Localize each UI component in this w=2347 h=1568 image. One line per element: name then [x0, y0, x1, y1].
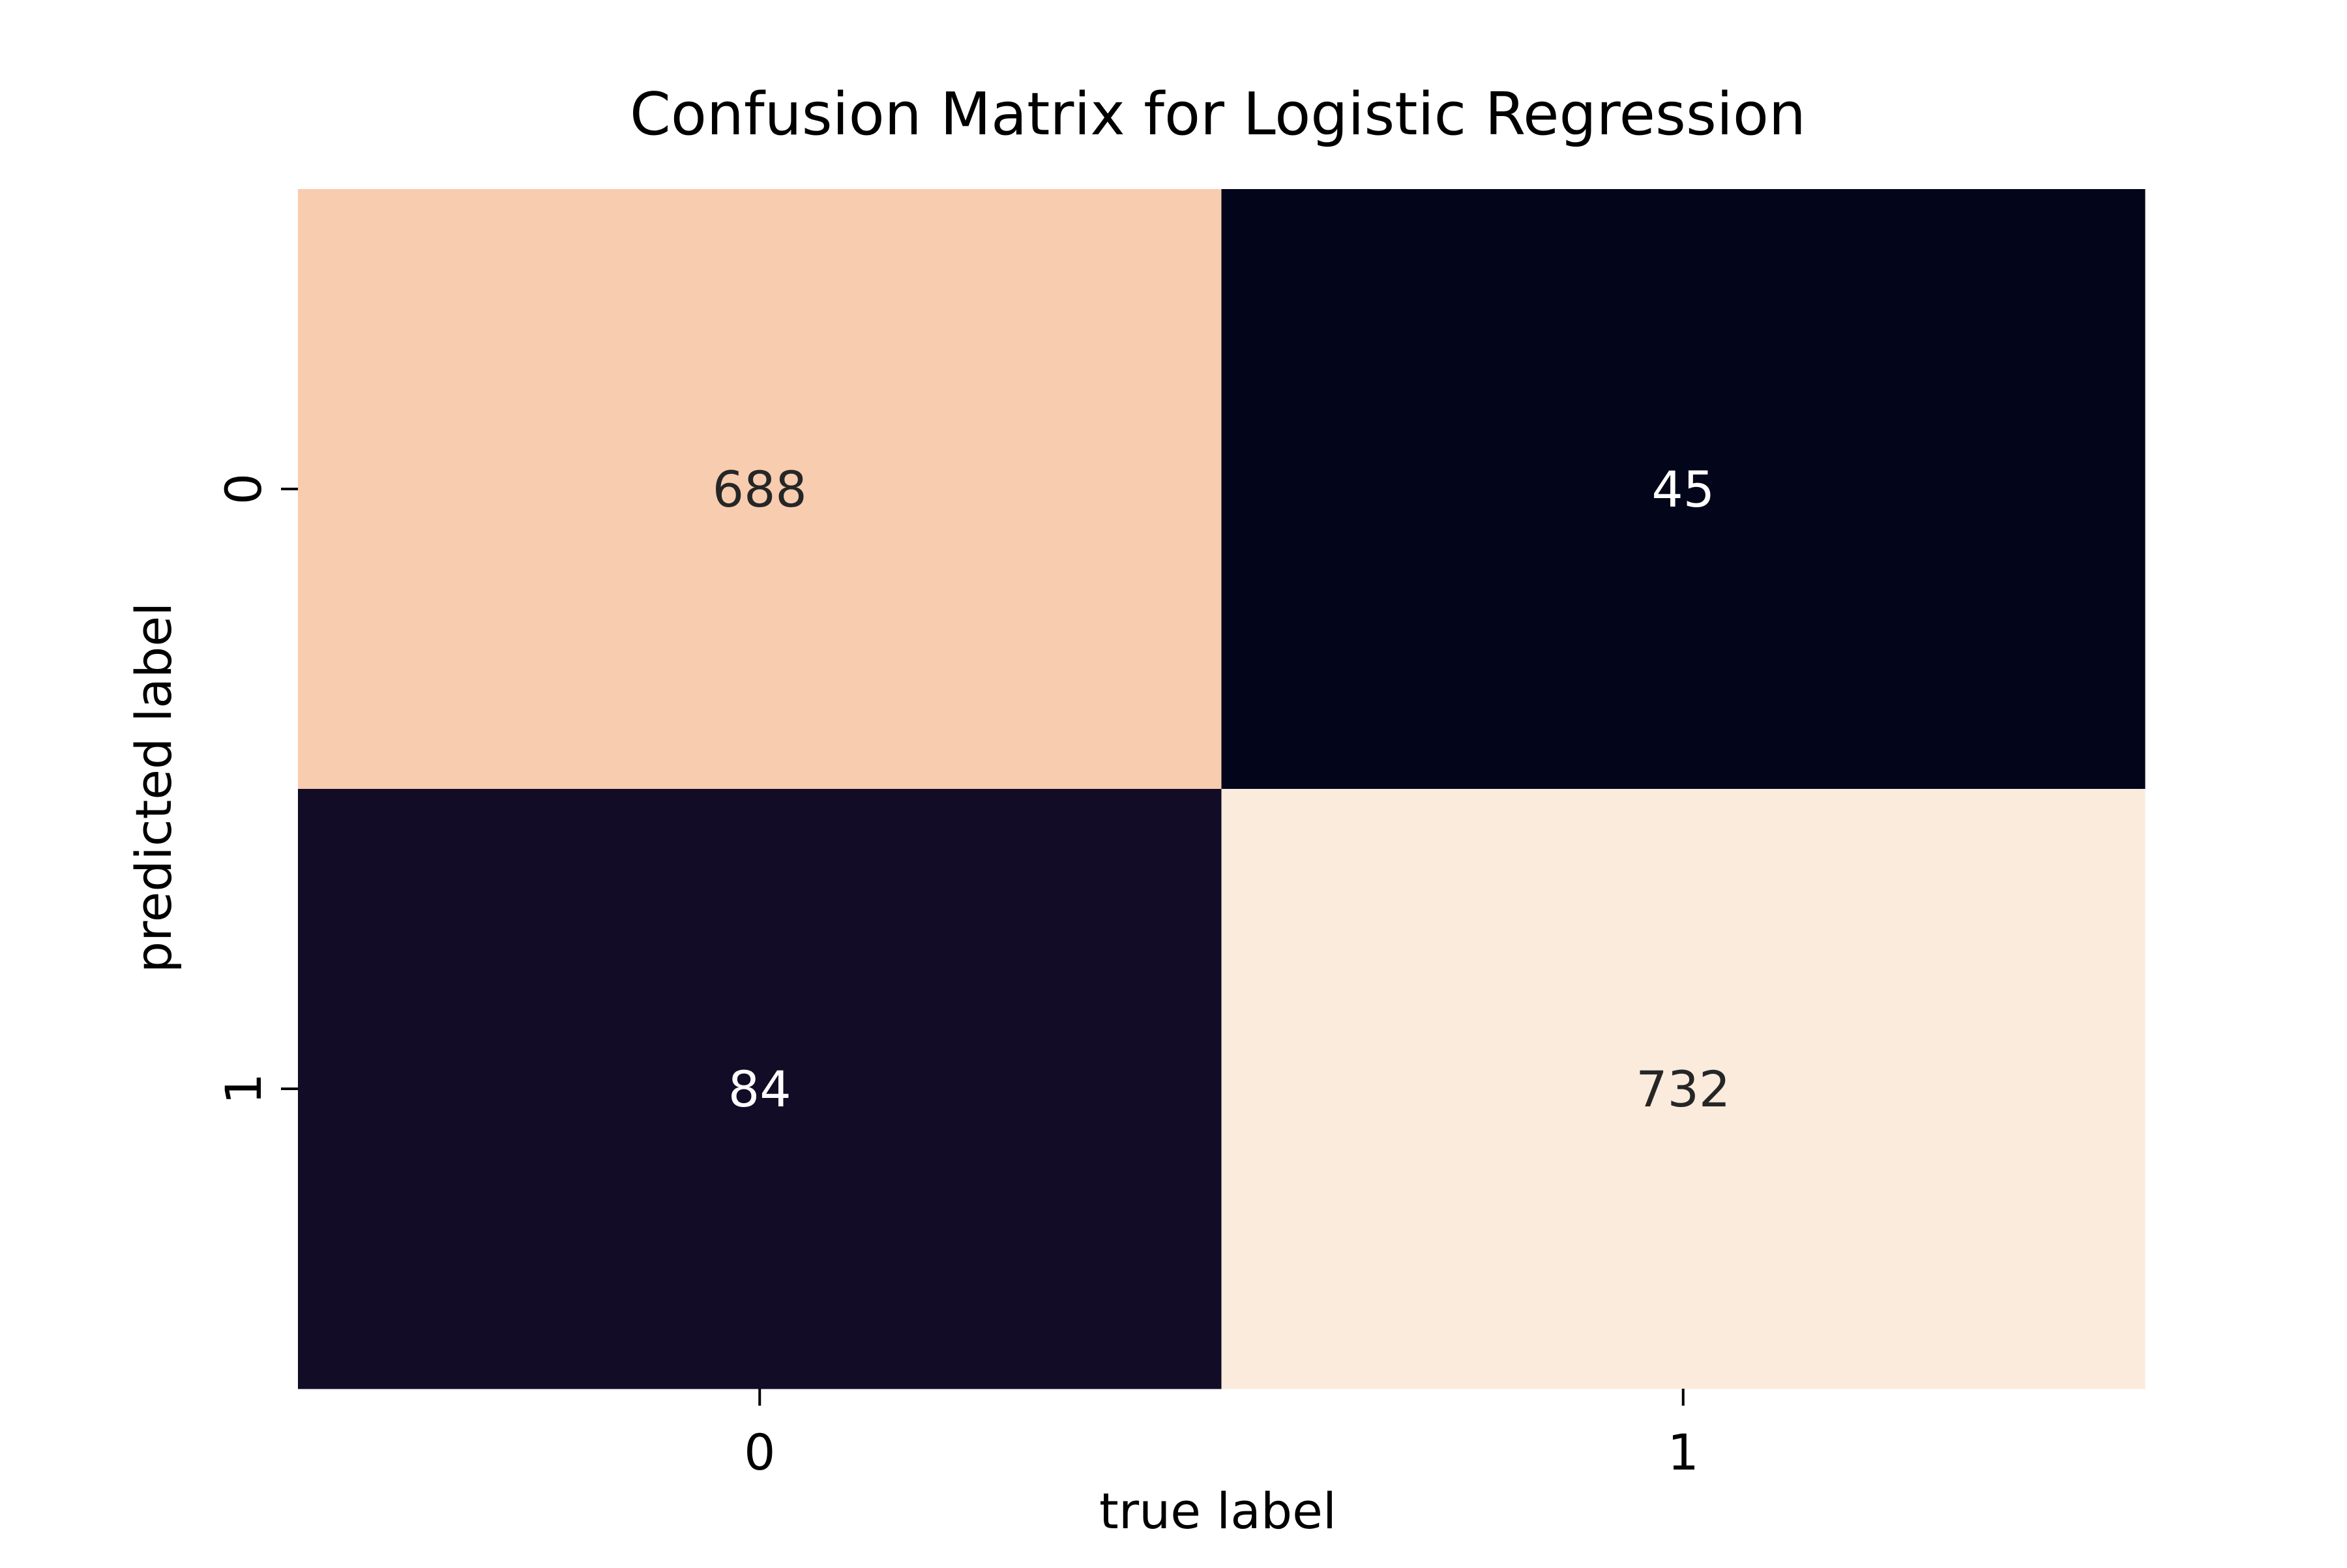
axis-ticks: 0 1 0 1 — [214, 473, 1699, 1481]
heatmap-cell-r1-c1 — [1221, 789, 2146, 1389]
heatmap-cell-r1-c0 — [298, 789, 1222, 1389]
heatmap-cells — [298, 189, 2146, 1389]
cell-value-r1-c0: 84 — [728, 1060, 791, 1118]
heatmap-cell-labels: 688 45 84 732 — [713, 460, 1731, 1118]
cell-value-r1-c1: 732 — [1636, 1060, 1730, 1118]
chart-title: Confusion Matrix for Logistic Regression — [630, 80, 1806, 149]
x-axis-label: true label — [1099, 1482, 1336, 1540]
heatmap-cell-r0-c0 — [298, 189, 1222, 790]
x-tick-label-1: 1 — [1668, 1423, 1699, 1481]
cell-value-r0-c0: 688 — [713, 460, 807, 518]
cell-value-r0-c1: 45 — [1651, 460, 1715, 518]
y-tick-label-0: 0 — [214, 473, 273, 505]
y-tick-label-1: 1 — [214, 1073, 273, 1104]
x-tick-label-0: 0 — [744, 1423, 775, 1481]
y-axis-label: predicted label — [125, 602, 183, 973]
heatmap-cell-r0-c1 — [1221, 189, 2146, 790]
